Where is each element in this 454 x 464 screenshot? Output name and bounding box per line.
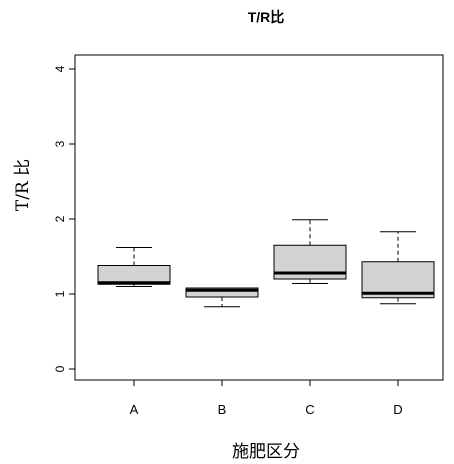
box-D	[361, 231, 435, 305]
y-tick-label: 1	[53, 290, 67, 297]
y-tick-label: 4	[53, 65, 67, 72]
x-tick-label: D	[393, 402, 402, 417]
box-A	[97, 247, 171, 287]
x-axis: A B C D	[130, 379, 403, 417]
plot-area-frame	[74, 54, 444, 381]
y-tick-label: 3	[53, 140, 67, 147]
box-B	[185, 287, 259, 308]
boxes-group	[97, 219, 435, 308]
x-axis-label: 施肥区分	[232, 442, 300, 462]
y-axis-label: T/R 比	[13, 159, 33, 211]
box-C	[273, 219, 347, 284]
x-tick-label: A	[130, 402, 139, 417]
box-iqr	[185, 287, 259, 298]
x-tick-label: B	[218, 402, 227, 417]
x-tick-label: C	[305, 402, 314, 417]
chart-title: T/R比	[248, 9, 285, 25]
y-axis: 0 1 2 3 4	[53, 65, 76, 372]
y-tick-label: 0	[53, 365, 67, 372]
y-tick-label: 2	[53, 215, 67, 222]
